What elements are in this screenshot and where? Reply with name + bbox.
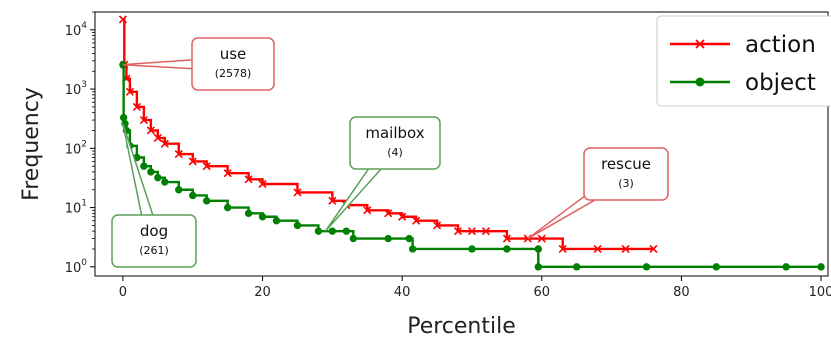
annotation-word: rescue	[601, 155, 651, 173]
data-point-action	[244, 175, 253, 184]
data-point-action	[433, 221, 442, 230]
data-point-object	[534, 245, 542, 253]
x-tick-label: 20	[254, 285, 271, 300]
data-point-object	[147, 168, 155, 176]
annotation-count: (3)	[618, 177, 634, 190]
x-tick-label: 60	[534, 285, 551, 300]
data-point-object	[408, 245, 417, 253]
y-tick-label: 103	[65, 80, 87, 98]
data-point-action	[223, 169, 232, 178]
data-point-object	[642, 263, 651, 271]
data-point-object	[272, 217, 281, 225]
data-point-object	[349, 234, 357, 243]
series-layer	[118, 15, 825, 271]
annotation-box	[191, 37, 275, 91]
data-point-action	[398, 212, 407, 221]
annotation-use: use (2578)	[122, 37, 275, 91]
data-point-action	[202, 162, 211, 171]
plot-area: 0 20 40 60 80 100 100 101 102 103 104	[65, 11, 831, 300]
data-point-action	[537, 234, 546, 243]
y-tick-label: 100	[65, 258, 88, 276]
x-tick-label: 0	[119, 285, 127, 300]
data-point-object	[712, 263, 721, 271]
legend-entry-action: action	[670, 32, 816, 58]
legend: action object	[656, 15, 831, 107]
data-point-object	[328, 227, 337, 235]
data-point-object	[534, 263, 542, 271]
data-point-action	[132, 102, 141, 111]
data-point-action	[146, 126, 155, 135]
data-point-object	[189, 191, 197, 200]
data-point-object	[503, 245, 511, 253]
data-point-object	[782, 263, 790, 271]
data-point-object	[342, 227, 351, 235]
annotation-box	[583, 147, 669, 201]
annotation-layer: use (2578) dog (261) mailbox (4) rescue (3)	[111, 37, 669, 268]
data-point-object	[140, 162, 148, 170]
data-point-action	[328, 196, 337, 205]
annotation-box	[349, 116, 441, 170]
data-point-action	[481, 227, 490, 236]
legend-entry-object: object	[670, 70, 816, 96]
data-point-action	[363, 206, 372, 215]
data-point-object	[223, 203, 232, 212]
x-axis-title: Percentile	[407, 314, 516, 339]
data-point-object	[384, 234, 392, 243]
annotation-box	[111, 214, 197, 268]
data-point-action	[593, 244, 602, 254]
data-point-action	[258, 179, 267, 189]
annotation-count: (261)	[139, 244, 169, 257]
data-point-action	[384, 209, 393, 218]
annotation-dog: dog (261)	[111, 123, 197, 268]
data-point-object	[154, 173, 162, 182]
data-point-action	[621, 244, 630, 254]
data-point-action	[649, 244, 658, 254]
data-point-action	[174, 150, 183, 159]
annotation-word: mailbox	[365, 124, 424, 142]
y-tick-label: 104	[65, 21, 88, 39]
data-point-object	[175, 186, 183, 194]
data-point-action	[293, 188, 302, 197]
data-point-object	[161, 178, 169, 186]
data-point-action	[467, 227, 477, 236]
series-line-object	[122, 63, 822, 269]
data-point-object	[405, 234, 413, 243]
data-point-object	[202, 197, 211, 205]
data-point-object	[293, 221, 302, 230]
data-point-object	[258, 213, 267, 221]
x-tick-label: 40	[394, 285, 411, 300]
legend-label: object	[745, 70, 816, 96]
annotation-word: use	[220, 45, 247, 63]
annotation-count: (2578)	[215, 67, 252, 80]
data-point-action	[153, 133, 162, 142]
data-point-object	[817, 263, 825, 271]
data-point-action	[160, 139, 169, 148]
data-point-object	[119, 113, 128, 122]
annotation-mailbox: mailbox (4)	[324, 116, 441, 232]
data-point-action	[139, 115, 148, 125]
x-tick-label: 100	[809, 285, 831, 300]
x-tick-label: 80	[673, 285, 690, 300]
data-point-object	[572, 263, 581, 271]
y-tick-label: 102	[65, 139, 87, 157]
data-point-object	[244, 209, 253, 218]
annotation-rescue: rescue (3)	[527, 147, 669, 240]
data-point-object	[468, 245, 476, 253]
series-line-action	[122, 18, 654, 251]
annotation-count: (4)	[387, 146, 403, 159]
data-point-action	[453, 227, 463, 236]
data-point-object	[314, 227, 323, 235]
data-point-action	[118, 15, 127, 24]
data-point-action	[412, 216, 421, 225]
data-point-action	[125, 87, 134, 96]
annotation-word: dog	[140, 222, 168, 240]
data-point-action	[558, 244, 567, 254]
y-tick-label: 101	[65, 199, 87, 217]
legend-label: action	[745, 32, 816, 58]
y-axis-title: Frequency	[19, 87, 44, 201]
data-point-action	[502, 234, 511, 243]
plot-frame	[94, 11, 829, 277]
data-point-action	[188, 157, 197, 166]
